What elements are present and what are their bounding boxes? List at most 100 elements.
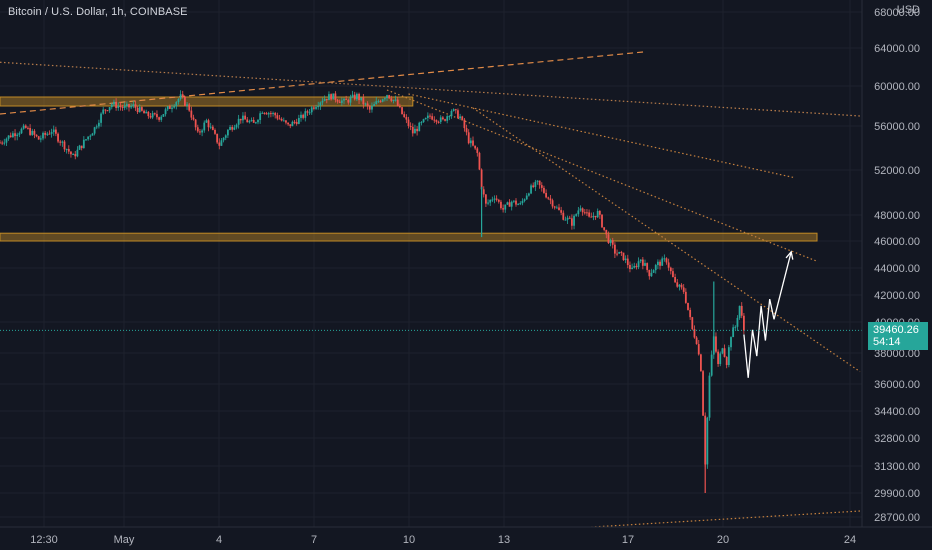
candle-body (263, 112, 266, 114)
candle-body (674, 276, 676, 283)
projection-path[interactable] (743, 250, 794, 378)
time-axis[interactable]: 12:30 May 4 7 10 13 17 20 24 (0, 526, 932, 550)
candle-body (145, 111, 148, 114)
candle-body (575, 214, 578, 216)
candle-body (502, 208, 504, 210)
candle-body (689, 309, 692, 318)
candle-body (646, 263, 649, 270)
trendlines[interactable] (0, 51, 861, 530)
candle-body (555, 207, 558, 209)
candle-body (611, 240, 614, 245)
candle-body (420, 122, 423, 124)
candle-body (106, 110, 109, 112)
candle-body (181, 94, 184, 97)
candle-body (65, 148, 68, 150)
candle-body (465, 128, 468, 133)
candle-body (495, 198, 498, 200)
candle-body (211, 126, 214, 130)
candle-body (360, 97, 363, 101)
candle-body (12, 133, 14, 138)
candle-body (426, 115, 429, 118)
candle-body (614, 244, 616, 254)
candle-body (725, 356, 728, 366)
candle-body (691, 317, 694, 330)
candle-body (22, 125, 25, 129)
candle-body (254, 122, 257, 124)
candle-body (257, 120, 259, 123)
candle-body (396, 99, 399, 106)
candle-body (5, 138, 8, 143)
candle-body (227, 129, 229, 136)
candle-body (485, 194, 487, 204)
candle-body (450, 110, 453, 117)
candle-body (635, 265, 638, 268)
candle-body (160, 116, 163, 120)
candle-body (562, 212, 565, 220)
currency-label[interactable]: USD (896, 4, 920, 16)
price-axis[interactable]: 28700.00 29900.00 31300.00 32800.00 34400.00… (861, 0, 932, 550)
support-resistance-zones[interactable] (0, 96, 818, 242)
candle-body (564, 219, 567, 221)
candle-body (583, 212, 586, 214)
candle-body (194, 119, 197, 128)
candle-body (70, 151, 72, 155)
candle-body (719, 353, 722, 365)
candle-body (282, 120, 285, 122)
candle-body (29, 128, 31, 135)
candle-body (293, 121, 296, 123)
candle-body (153, 113, 156, 115)
price-tick-label: 38000.00 (874, 348, 920, 360)
candle-body (631, 267, 633, 270)
candle-body (134, 104, 137, 108)
candle-body (340, 100, 343, 103)
candle-body (435, 120, 438, 122)
candle-body (332, 93, 335, 100)
candle-body (80, 145, 83, 149)
candle-body (334, 93, 337, 100)
candle-body (579, 208, 582, 211)
candle-body (489, 199, 492, 203)
candle-body (461, 116, 464, 120)
candle-body (652, 270, 655, 273)
candle-body (104, 109, 107, 111)
candle-body (467, 132, 470, 144)
candle-body (235, 124, 238, 128)
candle-body (433, 119, 436, 121)
candle-body (422, 119, 425, 123)
candle-body (192, 117, 195, 120)
candle-body (224, 135, 227, 138)
candle-body (42, 132, 44, 139)
candle-body (571, 218, 573, 226)
candle-body (72, 154, 74, 156)
candle-body (244, 115, 246, 120)
candle-body (388, 95, 391, 99)
candle-body (446, 116, 449, 121)
candle-body (321, 100, 324, 103)
candle-body (551, 200, 554, 207)
candle-body (624, 258, 627, 261)
candle-body (289, 124, 292, 127)
candle-body (375, 101, 378, 105)
candle-body (115, 101, 117, 108)
candle-body (35, 134, 38, 137)
candle-body (598, 210, 601, 215)
candle-body (730, 337, 732, 348)
candle-body (482, 189, 485, 195)
candle-body (715, 336, 717, 352)
candle-body (392, 99, 395, 101)
candle-body (532, 185, 535, 188)
candle-body (743, 315, 745, 331)
price-tick-label: 48000.00 (874, 210, 920, 222)
candle-body (173, 106, 176, 108)
candle-body (168, 106, 171, 109)
candle-body (373, 104, 375, 107)
candle-body (110, 104, 113, 108)
candle-body (98, 122, 100, 127)
candle-body (661, 258, 664, 266)
candle-body (697, 344, 700, 355)
candle-body (46, 133, 49, 135)
candle-body (330, 94, 332, 100)
price-tick-label: 29900.00 (874, 488, 920, 500)
candle-body (717, 351, 719, 365)
